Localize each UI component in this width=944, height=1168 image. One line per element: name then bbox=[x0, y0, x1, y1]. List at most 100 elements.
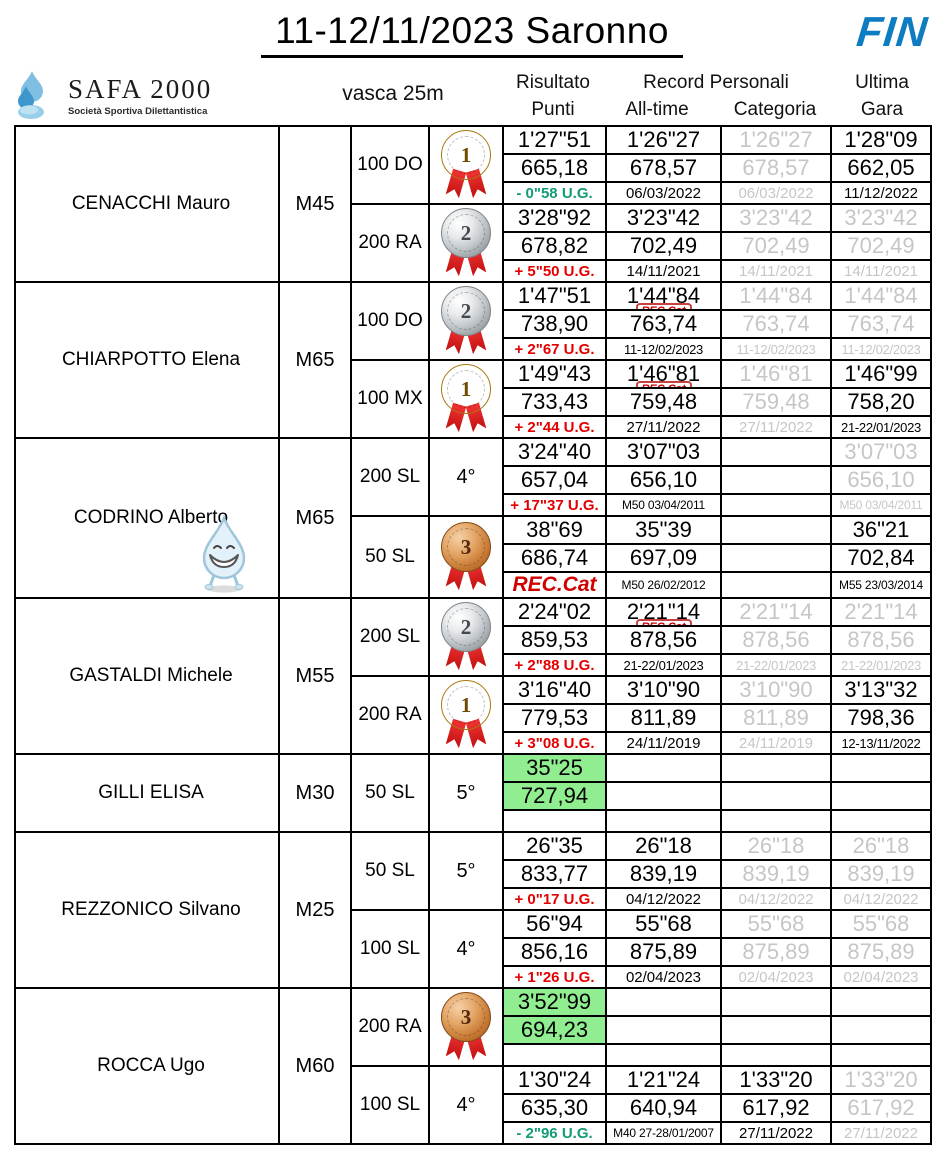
ultima-time: 2'21"14 bbox=[830, 597, 932, 627]
categoria-time bbox=[720, 515, 832, 545]
swimmer-name-cell: ROCCA Ugo bbox=[14, 987, 280, 1145]
event-label: 100 DO bbox=[350, 281, 430, 361]
rank-cell: 5° bbox=[428, 753, 504, 833]
alltime-date: 27/11/2022 bbox=[605, 415, 722, 439]
alltime-points: 656,10 bbox=[605, 465, 722, 495]
medal-gold-icon: 1 bbox=[440, 364, 492, 434]
result-points: 678,82 bbox=[502, 231, 607, 261]
record-personali-label: Record Personali bbox=[643, 72, 789, 93]
categoria-date: 27/11/2022 bbox=[720, 1121, 832, 1145]
categoria-time: 2'21"14 bbox=[720, 597, 832, 627]
ultima-date: M55 23/03/2014 bbox=[830, 571, 932, 599]
medal-bronze-icon: 3 bbox=[440, 992, 492, 1062]
swimmer-name-cell: CODRINO Alberto bbox=[14, 437, 280, 599]
result-points: 694,23 bbox=[502, 1015, 607, 1045]
result-diff bbox=[502, 809, 607, 833]
result-time: 38"69 bbox=[502, 515, 607, 545]
alltime-points: 678,57 bbox=[605, 153, 722, 183]
categoria-date bbox=[720, 493, 832, 517]
age-category: M30 bbox=[278, 753, 352, 833]
alltime-date: M50 03/04/2011 bbox=[605, 493, 722, 517]
ultima-date: M50 03/04/2011 bbox=[830, 493, 932, 517]
ultima-points bbox=[830, 781, 932, 811]
rec-cat-badge: REC.Cat bbox=[635, 619, 692, 624]
age-category: M45 bbox=[278, 125, 352, 283]
result-time: 3'28"92 bbox=[502, 203, 607, 233]
swimmer-name: ROCCA Ugo bbox=[97, 1055, 205, 1076]
categoria-points: 678,57 bbox=[720, 153, 832, 183]
medal-silver-icon: 2 bbox=[440, 208, 492, 278]
water-drops-icon bbox=[18, 71, 44, 119]
result-time: 35"25 bbox=[502, 753, 607, 783]
event-label: 100 MX bbox=[350, 359, 430, 439]
club-logo: SAFA 2000 Società Sportiva Dilettantisti… bbox=[14, 70, 212, 120]
event-label: 50 SL bbox=[350, 831, 430, 911]
categoria-points: 759,48 bbox=[720, 387, 832, 417]
club-name: SAFA 2000 bbox=[68, 73, 213, 104]
ultima-points: 798,36 bbox=[830, 703, 932, 733]
ultima-date bbox=[830, 809, 932, 833]
medal-cell: 3 bbox=[428, 515, 504, 599]
result-diff: + 2"67 U.G. bbox=[502, 337, 607, 361]
medal-silver-icon: 2 bbox=[440, 602, 492, 672]
alltime-time: 26"18 bbox=[605, 831, 722, 861]
rec-cat-badge: REC.Cat bbox=[635, 303, 692, 308]
ultima-time: 55"68 bbox=[830, 909, 932, 939]
ultima-date: 12-13/11/2022 bbox=[830, 731, 932, 755]
ultima-date bbox=[830, 1043, 932, 1067]
rank-label: 4° bbox=[456, 937, 476, 960]
categoria-date bbox=[720, 1043, 832, 1067]
ultima-time: 3'13"32 bbox=[830, 675, 932, 705]
categoria-time: 1'33"20 bbox=[720, 1065, 832, 1095]
alltime-points: 640,94 bbox=[605, 1093, 722, 1123]
categoria-points bbox=[720, 1015, 832, 1045]
age-category: M60 bbox=[278, 987, 352, 1145]
medal-gold-icon: 1 bbox=[440, 680, 492, 750]
categoria-points: 811,89 bbox=[720, 703, 832, 733]
ultima-date: 11/12/2022 bbox=[830, 181, 932, 205]
swimmer-name: GILLI ELISA bbox=[98, 782, 204, 803]
table-header: SAFA 2000 Società Sportiva Dilettantisti… bbox=[0, 66, 944, 125]
categoria-time: 3'23"42 bbox=[720, 203, 832, 233]
alltime-points: 839,19 bbox=[605, 859, 722, 889]
categoria-date: 14/11/2021 bbox=[720, 259, 832, 283]
result-time: 3'16"40 bbox=[502, 675, 607, 705]
categoria-time: 1'26"27 bbox=[720, 125, 832, 155]
alltime-points: 811,89 bbox=[605, 703, 722, 733]
categoria-time: 3'10"90 bbox=[720, 675, 832, 705]
club-subtitle: Società Sportiva Dilettantistica bbox=[68, 105, 208, 117]
categoria-time bbox=[720, 753, 832, 783]
categoria-points bbox=[720, 465, 832, 495]
ultima-time: 1'33"20 bbox=[830, 1065, 932, 1095]
result-points: 686,74 bbox=[502, 543, 607, 573]
categoria-time: 1'46"81 bbox=[720, 359, 832, 389]
result-points: 665,18 bbox=[502, 153, 607, 183]
medal-cell: 2 bbox=[428, 597, 504, 677]
alltime-points: 875,89 bbox=[605, 937, 722, 967]
alltime-date bbox=[605, 809, 722, 833]
result-diff: - 0"58 U.G. bbox=[502, 181, 607, 205]
column-header-ultima-gara: Ultima Gara bbox=[832, 69, 932, 123]
categoria-points: 875,89 bbox=[720, 937, 832, 967]
categoria-points: 617,92 bbox=[720, 1093, 832, 1123]
alltime-time: 3'10"90 bbox=[605, 675, 722, 705]
result-diff: + 2"44 U.G. bbox=[502, 415, 607, 439]
swimmer-name: REZZONICO Silvano bbox=[61, 899, 241, 920]
categoria-time bbox=[720, 987, 832, 1017]
alltime-points: 759,48 bbox=[605, 387, 722, 417]
alltime-date: 14/11/2021 bbox=[605, 259, 722, 283]
swimmer-name: CODRINO Alberto bbox=[73, 507, 229, 528]
title-bar: 11-12/11/2023 Saronno FIN bbox=[0, 0, 944, 66]
result-time: 56"94 bbox=[502, 909, 607, 939]
swimmer-name: GASTALDI Michele bbox=[69, 665, 233, 686]
categoria-points: 702,49 bbox=[720, 231, 832, 261]
result-time: 2'24"02 bbox=[502, 597, 607, 627]
alltime-date bbox=[605, 1043, 722, 1067]
ultima-time: 26"18 bbox=[830, 831, 932, 861]
ultima-date: 11-12/02/2023 bbox=[830, 337, 932, 361]
event-label: 100 DO bbox=[350, 125, 430, 205]
categoria-points bbox=[720, 781, 832, 811]
alltime-time bbox=[605, 753, 722, 783]
fin-logo: FIN bbox=[854, 8, 931, 55]
alltime-date: 21-22/01/2023 bbox=[605, 653, 722, 677]
